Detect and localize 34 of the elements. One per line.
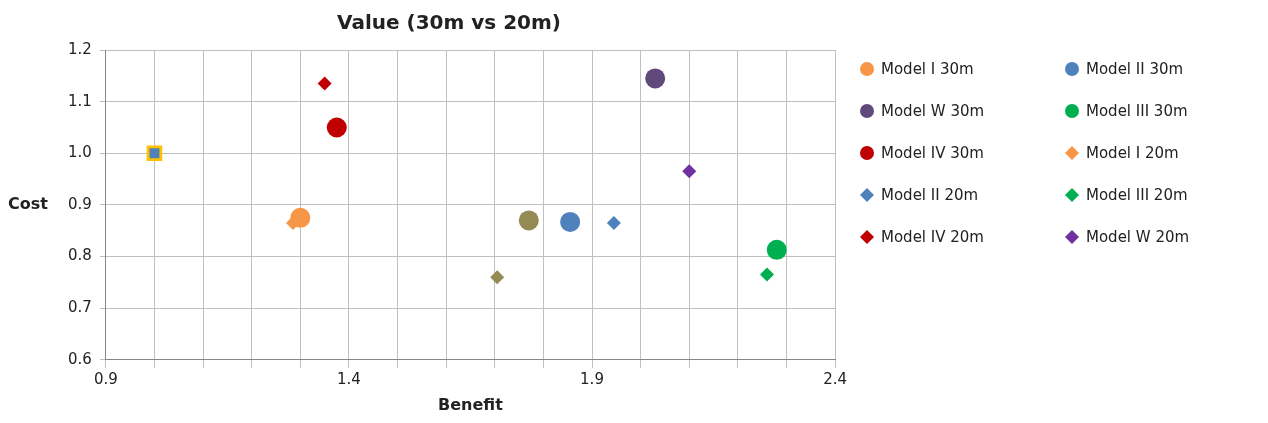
y-tick-label: 0.7 <box>68 298 92 317</box>
y-tick-label: 0.8 <box>68 246 92 265</box>
x-tick-label: 0.9 <box>93 369 118 388</box>
legend-label: Model W 30m <box>881 102 985 120</box>
legend-label: Model I 30m <box>881 60 974 78</box>
point <box>645 68 666 89</box>
y-axis-title: Cost <box>8 194 49 214</box>
y-tick-label: 0.6 <box>68 349 92 368</box>
x-tick-label: 1.4 <box>337 369 361 388</box>
point <box>606 215 621 230</box>
x-tick-label: 1.9 <box>580 369 604 388</box>
y-tick-label: 1.2 <box>68 39 92 58</box>
y-tick-label: 1.1 <box>68 91 92 110</box>
y-tick-label: 0.9 <box>68 194 92 213</box>
x-axis-title: Benefit <box>438 394 504 414</box>
point <box>317 76 332 91</box>
point <box>490 270 505 285</box>
y-tick-label: 1.0 <box>68 143 92 162</box>
point <box>760 267 775 282</box>
point <box>682 164 697 179</box>
chart-title: Value (30m vs 20m) <box>337 10 561 35</box>
point <box>518 210 539 231</box>
legend-label: Model IV 20m <box>881 228 984 246</box>
x-tick-label: 2.4 <box>823 369 847 388</box>
legend-label: Model III 30m <box>1086 102 1188 120</box>
legend-label: Model I 20m <box>1086 144 1179 162</box>
legend-label: Model II 30m <box>1086 60 1184 78</box>
point <box>560 211 581 232</box>
point <box>766 239 787 260</box>
point <box>326 117 347 138</box>
legend-label: Model II 20m <box>881 186 979 204</box>
legend-label: Model IV 30m <box>881 144 984 162</box>
legend-label: Model W 20m <box>1086 228 1190 246</box>
legend-label: Model III 20m <box>1086 186 1188 204</box>
